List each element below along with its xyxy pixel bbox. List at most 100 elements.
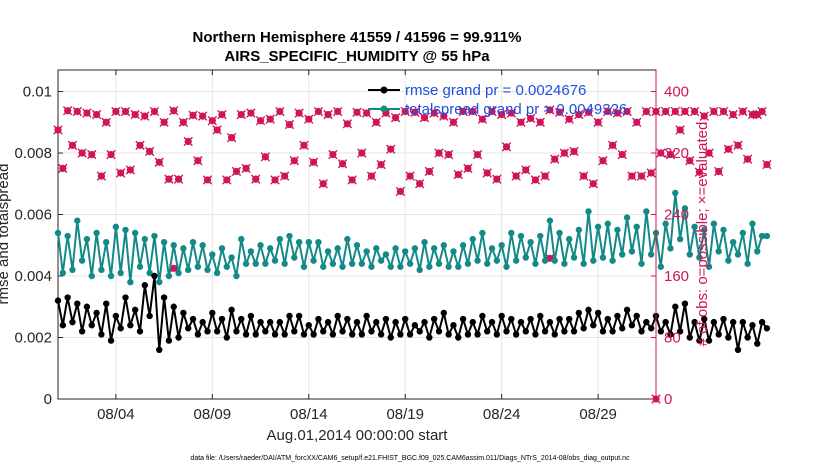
obs-evaluated-point	[622, 106, 632, 117]
obs-evaluated-point	[525, 113, 536, 124]
series-totalspread-point	[734, 251, 742, 258]
series-rmse-point	[604, 315, 611, 323]
series-totalspread-point	[295, 238, 303, 246]
series-rmse-point	[406, 331, 414, 338]
series-rmse-point	[194, 331, 202, 338]
obs-evaluated-point	[733, 140, 743, 151]
series-totalspread-point	[686, 251, 693, 258]
obs-evaluated-point	[313, 106, 324, 117]
series-totalspread-point	[189, 238, 197, 246]
series-rmse-point	[551, 331, 558, 338]
series-rmse-point	[672, 303, 679, 310]
series-rmse-point	[213, 328, 221, 335]
series-totalspread-point	[194, 263, 202, 270]
obs-evaluated-point	[304, 114, 314, 124]
series-totalspread-point	[426, 263, 433, 270]
series-totalspread-point	[532, 260, 539, 267]
series-totalspread-point	[238, 235, 245, 243]
obs-evaluated-point	[207, 116, 218, 126]
series-totalspread-point	[281, 260, 288, 267]
series-totalspread-point	[435, 260, 443, 267]
obs-evaluated-point	[439, 111, 449, 121]
series-rmse-point	[93, 309, 100, 317]
series-rmse-point	[204, 328, 211, 335]
series-totalspread-point	[512, 257, 520, 264]
obs-evaluated-point	[294, 108, 304, 118]
obs-evaluated-point	[627, 171, 637, 181]
obs-evaluated-point	[395, 186, 406, 197]
series-rmse-point	[440, 309, 448, 317]
series-totalspread-point	[151, 232, 158, 240]
obs-evaluated-point	[101, 117, 111, 127]
obs-evaluated-point	[67, 140, 78, 151]
series-totalspread-point	[696, 254, 703, 261]
chart-title: Northern Hemisphere 41559 / 41596 = 99.9…	[193, 29, 522, 46]
series-rmse-point	[238, 315, 245, 323]
obs-evaluated-point	[545, 105, 555, 115]
series-rmse-point	[189, 315, 197, 323]
obs-evaluated-point	[405, 171, 415, 181]
obs-evaluated-point	[231, 166, 242, 177]
series-rmse-point	[107, 337, 115, 344]
series-totalspread-point	[585, 208, 592, 215]
obs-evaluated-point	[607, 140, 618, 151]
series-rmse-point	[739, 318, 747, 326]
series-rmse-point	[276, 318, 284, 326]
series-rmse-point	[185, 325, 192, 332]
series-rmse-point	[122, 294, 129, 301]
obs-evaluated-point	[641, 106, 652, 117]
legend-rmse-label: rmse grand pr = 0.0024676	[405, 82, 586, 99]
series-totalspread-point	[455, 263, 462, 270]
series-rmse-point	[348, 331, 356, 338]
series-rmse-point	[561, 328, 568, 335]
series-rmse-point	[445, 331, 452, 338]
obs-evaluated-point	[410, 107, 420, 117]
obs-evaluated-point	[603, 106, 613, 117]
obs-evaluated-point	[530, 175, 541, 185]
series-rmse-point	[98, 331, 105, 338]
series-rmse-point	[623, 306, 631, 314]
series-rmse-point	[435, 328, 443, 335]
series-totalspread-point	[488, 245, 496, 252]
series-rmse-point	[512, 331, 520, 338]
obs-evaluated-point	[289, 156, 300, 166]
series-totalspread-point	[484, 260, 491, 267]
series-totalspread-point	[185, 266, 192, 274]
obs-evaluated-point	[424, 166, 435, 177]
series-rmse-point	[64, 294, 71, 301]
series-totalspread-point	[54, 229, 62, 237]
series-totalspread-point	[209, 251, 216, 258]
obs-evaluated-point	[212, 125, 222, 135]
series-rmse-point	[430, 315, 438, 323]
legend: rmse grand pr = 0.0024676 totalspread gr…	[368, 82, 627, 118]
series-rmse-point	[720, 315, 727, 323]
series-rmse-point	[242, 331, 250, 338]
series-rmse	[54, 272, 771, 354]
series-totalspread-point	[358, 260, 366, 267]
x-tick-label: 08/19	[386, 406, 424, 423]
obs-evaluated-point	[265, 114, 275, 124]
series-totalspread-point	[594, 223, 602, 231]
series-rmse-point	[537, 312, 544, 320]
y-right-tick-label: 80	[664, 330, 681, 347]
series-rmse-point	[112, 312, 120, 320]
series-totalspread-point	[170, 242, 177, 249]
series-rmse-point	[170, 303, 177, 310]
series-rmse-point	[262, 328, 269, 335]
series-rmse-point	[286, 312, 293, 320]
series-rmse-point	[180, 309, 187, 317]
y-tick-label: 0.002	[14, 330, 52, 347]
obs-evaluated-point	[506, 108, 517, 118]
series-rmse-point	[638, 328, 645, 335]
series-rmse-point	[271, 331, 279, 338]
obs-evaluated-point	[115, 168, 126, 178]
obs-evaluated-point	[419, 112, 430, 123]
obs-evaluated-point	[738, 106, 748, 117]
series-rmse-point	[218, 315, 226, 323]
obs-evaluated-point	[675, 125, 685, 135]
series-layer	[53, 105, 772, 404]
obs-evaluated-point	[241, 163, 251, 174]
obs-evaluated-point	[193, 156, 203, 166]
obs-evaluated-point	[125, 165, 136, 175]
series-totalspread-point	[691, 223, 698, 231]
